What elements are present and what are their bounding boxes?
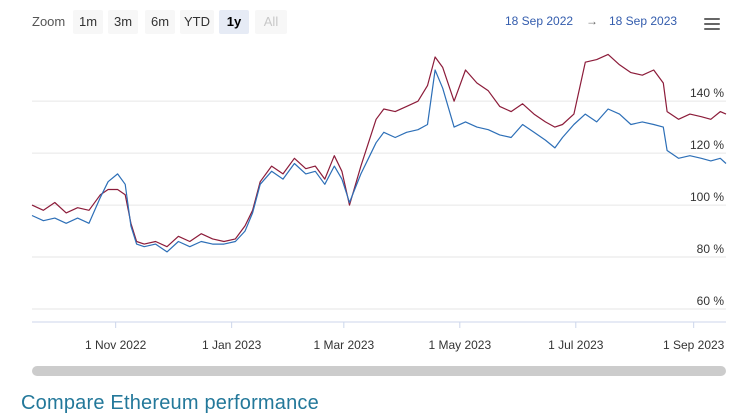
x-tick-label: 1 Jul 2023 <box>548 338 604 352</box>
range-to-date[interactable]: 18 Sep 2023 <box>609 14 678 28</box>
y-tick-label: 80 % <box>697 242 725 256</box>
zoom-1m-button[interactable]: 1m <box>73 10 103 34</box>
zoom-1y-button[interactable]: 1y <box>219 10 249 34</box>
series-line-red <box>31 53 727 248</box>
zoom-all-button: All <box>255 10 287 34</box>
zoom-label: Zoom <box>32 14 66 29</box>
y-tick-label: 100 % <box>690 190 724 204</box>
range-arrow: → <box>586 14 598 28</box>
zoom-6m-button[interactable]: 6m <box>145 10 175 34</box>
zoom-ytd-button[interactable]: YTD <box>180 10 214 34</box>
x-tick-label: 1 May 2023 <box>428 338 491 352</box>
y-tick-label: 120 % <box>690 138 724 152</box>
compare-performance-link[interactable]: Compare Ethereum performance <box>21 392 319 414</box>
range-from-date[interactable]: 18 Sep 2022 <box>505 14 574 28</box>
range-selector-toolbar: Zoom 1m 3m 6m YTD 1y All 18 Sep 2022 → 1… <box>0 0 738 44</box>
y-tick-label: 60 % <box>697 294 725 308</box>
y-tick-label: 140 % <box>690 86 724 100</box>
x-tick-label: 1 Jan 2023 <box>202 338 262 352</box>
hamburger-menu-icon[interactable] <box>704 18 720 32</box>
x-tick-label: 1 Sep 2023 <box>663 338 725 352</box>
x-tick-label: 1 Nov 2022 <box>85 338 147 352</box>
series-line-blue <box>31 69 727 253</box>
zoom-3m-button[interactable]: 3m <box>108 10 138 34</box>
navigator-scrollbar[interactable] <box>32 366 726 376</box>
x-tick-label: 1 Mar 2023 <box>313 338 374 352</box>
